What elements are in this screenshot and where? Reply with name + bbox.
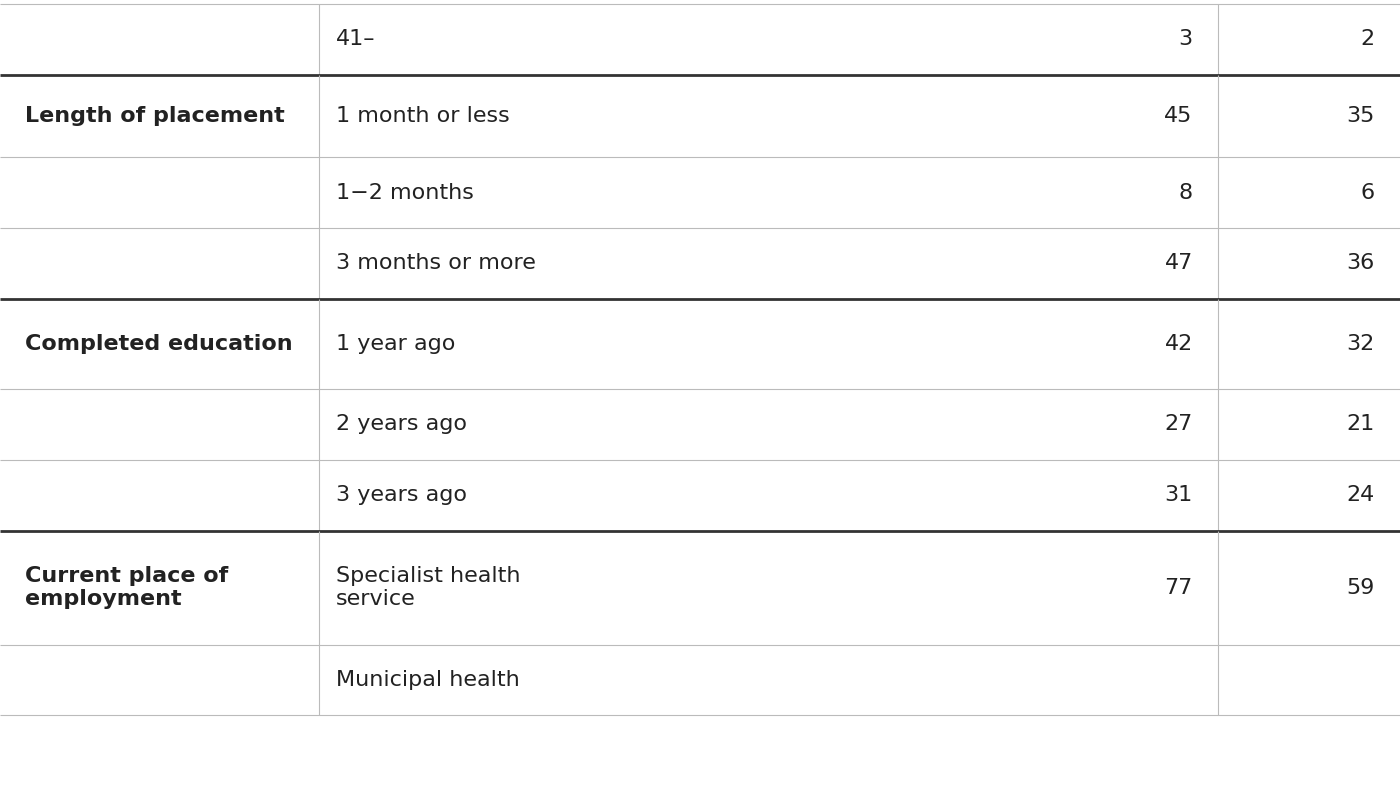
Text: 21: 21 bbox=[1347, 414, 1375, 435]
Text: 32: 32 bbox=[1347, 334, 1375, 354]
Text: 77: 77 bbox=[1165, 578, 1193, 597]
Text: 3 months or more: 3 months or more bbox=[336, 253, 536, 274]
Text: 41–: 41– bbox=[336, 29, 375, 50]
Text: Current place of
employment: Current place of employment bbox=[25, 566, 228, 609]
Text: 2 years ago: 2 years ago bbox=[336, 414, 468, 435]
Text: Specialist health
service: Specialist health service bbox=[336, 566, 521, 609]
Text: 2: 2 bbox=[1361, 29, 1375, 50]
Text: 27: 27 bbox=[1165, 414, 1193, 435]
Text: Municipal health: Municipal health bbox=[336, 670, 519, 690]
Text: 45: 45 bbox=[1165, 106, 1193, 126]
Text: Completed education: Completed education bbox=[25, 334, 293, 354]
Text: 1 year ago: 1 year ago bbox=[336, 334, 455, 354]
Text: Length of placement: Length of placement bbox=[25, 106, 286, 126]
Text: 59: 59 bbox=[1347, 578, 1375, 597]
Text: 8: 8 bbox=[1179, 182, 1193, 203]
Text: 42: 42 bbox=[1165, 334, 1193, 354]
Text: 3: 3 bbox=[1179, 29, 1193, 50]
Text: 35: 35 bbox=[1347, 106, 1375, 126]
Text: 1−2 months: 1−2 months bbox=[336, 182, 473, 203]
Text: 6: 6 bbox=[1361, 182, 1375, 203]
Text: 31: 31 bbox=[1165, 485, 1193, 505]
Text: 3 years ago: 3 years ago bbox=[336, 485, 468, 505]
Text: 36: 36 bbox=[1347, 253, 1375, 274]
Text: 47: 47 bbox=[1165, 253, 1193, 274]
Text: 24: 24 bbox=[1347, 485, 1375, 505]
Text: 1 month or less: 1 month or less bbox=[336, 106, 510, 126]
